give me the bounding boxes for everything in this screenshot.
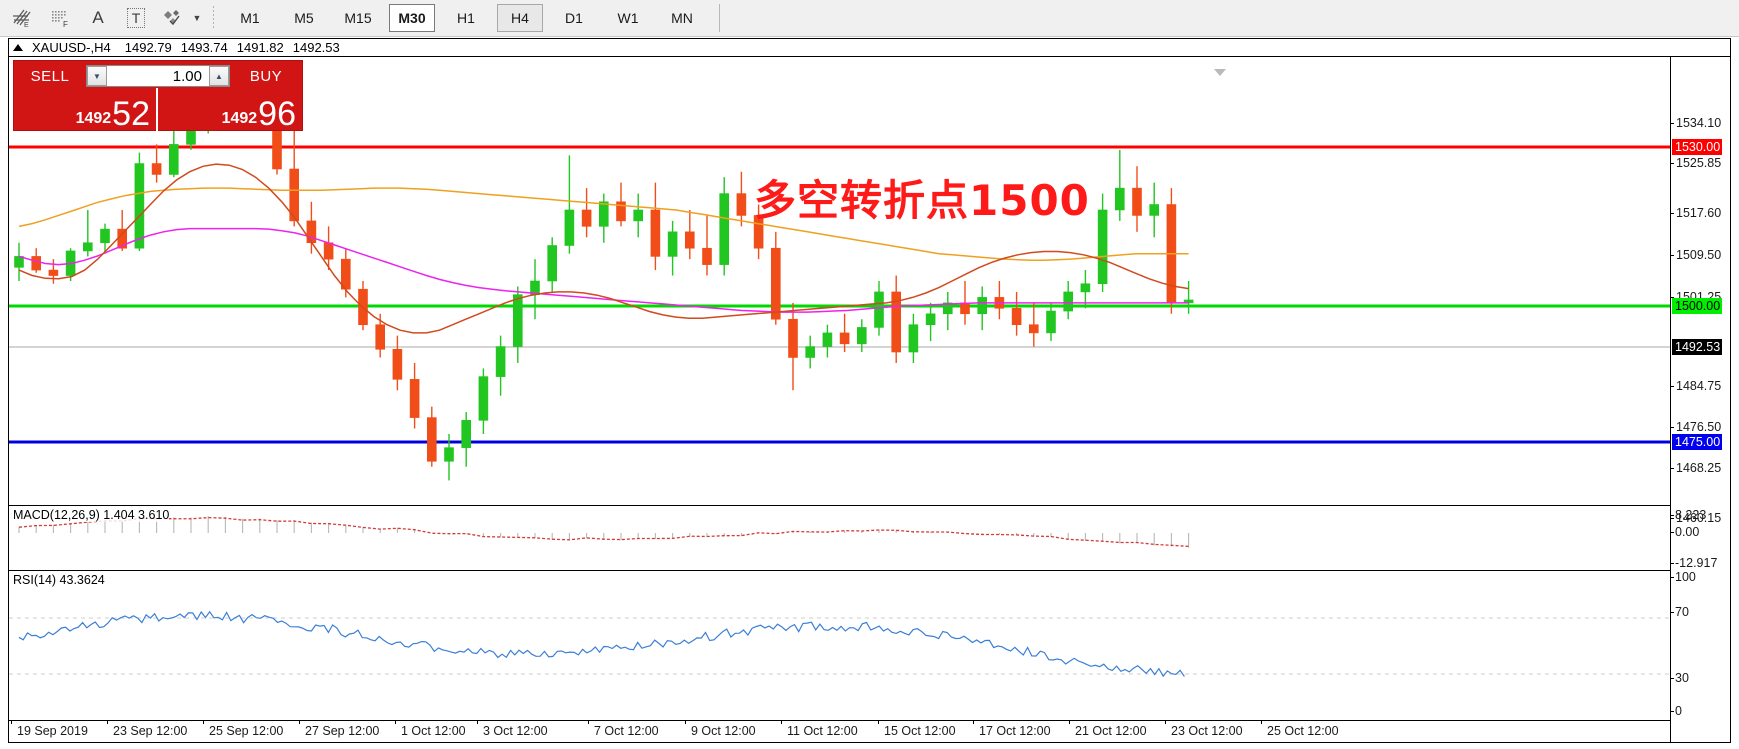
buy-price-pips: 96: [258, 94, 296, 133]
ma-line-MA-orange: [18, 187, 1189, 261]
time-tick-label: 19 Sep 2019: [11, 720, 88, 738]
time-tick-label: 23 Sep 12:00: [106, 720, 188, 738]
macd-axis-label: -12.917: [1670, 556, 1718, 570]
sell-price-pips: 52: [112, 94, 150, 133]
objects-icon[interactable]: [158, 3, 190, 33]
rsi-pane[interactable]: RSI(14) 43.3624: [9, 571, 1670, 720]
rsi-axis-label: 0: [1671, 704, 1682, 718]
sell-price-integer: 1492: [75, 110, 112, 127]
symbol-name: XAUUSD-,H4: [32, 40, 111, 55]
price-badge-resistance[interactable]: 1530.00: [1672, 139, 1723, 155]
ma-line-MA-magenta: [18, 227, 1189, 313]
price-tick-label: 1484.75: [1671, 379, 1721, 393]
volume-stepper[interactable]: ▼ 1.00 ▲: [86, 65, 230, 87]
symbol-info-bar: XAUUSD-,H4 1492.79 1493.74 1491.82 1492.…: [9, 39, 1730, 57]
text-box-icon[interactable]: T: [120, 3, 152, 33]
timeframe-w1[interactable]: W1: [617, 10, 639, 26]
buy-price-integer: 1492: [221, 110, 258, 127]
candlestick-svg: [9, 84, 1670, 481]
price-tick-label: 1468.25: [1671, 461, 1721, 475]
time-tick-label: 3 Oct 12:00: [477, 720, 548, 738]
time-axis[interactable]: 19 Sep 2019 23 Sep 12:00 25 Sep 12:00 27 Se…: [9, 720, 1670, 742]
crosshair-grid-icon[interactable]: F: [44, 3, 76, 33]
text-label-icon[interactable]: A: [92, 8, 104, 27]
price-tick-label: 1517.60: [1671, 206, 1721, 220]
trade-controls-row: SELL ▼ 1.00 ▲ BUY: [14, 61, 302, 88]
buy-button[interactable]: BUY: [249, 67, 283, 85]
chart-shift-marker-icon[interactable]: [1214, 69, 1226, 76]
chart-toolbar: E F A: [0, 0, 1739, 37]
macd-svg: [18, 516, 1190, 548]
macd-pane[interactable]: MACD(12,26,9) 1.404 3.610: [9, 505, 1670, 571]
timeframe-m15[interactable]: M15: [344, 10, 372, 26]
toolbar-end-separator: [719, 4, 720, 32]
timeframe-m1[interactable]: M1: [240, 10, 260, 26]
svg-text:F: F: [63, 20, 68, 29]
price-tick-label: 1534.10: [1671, 116, 1721, 130]
volume-increment-button[interactable]: ▲: [209, 66, 229, 86]
timeframe-d1[interactable]: D1: [565, 10, 583, 26]
macd-axis-label: 8.223: [1670, 508, 1707, 522]
rsi-title: RSI(14) 43.3624: [13, 573, 105, 587]
collapse-triangle-icon[interactable]: [13, 44, 23, 51]
sell-price[interactable]: 1492 52: [14, 88, 158, 131]
time-tick-label: 25 Oct 12:00: [1261, 720, 1339, 738]
indicators-icon[interactable]: E: [6, 3, 38, 33]
toolbar-separator: [213, 6, 214, 30]
rsi-axis-label: 100: [1671, 570, 1696, 584]
price-tick-label: 1460.15: [1671, 511, 1721, 525]
time-tick-label: 15 Oct 12:00: [878, 720, 956, 738]
sell-button[interactable]: SELL: [30, 67, 70, 85]
ohlc-high: 1493.74: [180, 40, 228, 55]
price-badge-pivot[interactable]: 1500.00: [1672, 298, 1723, 314]
rsi-axis-label: 30: [1671, 671, 1689, 685]
macd-axis-label: 0.00: [1670, 525, 1700, 539]
price-tick-label: 1476.50: [1671, 420, 1721, 434]
timeframe-mn[interactable]: MN: [671, 10, 693, 26]
buy-price[interactable]: 1492 96: [158, 88, 302, 131]
objects-dropdown-arrow-icon[interactable]: ▼: [192, 13, 202, 23]
time-tick-label: 23 Oct 12:00: [1165, 720, 1243, 738]
time-tick-label: 11 Oct 12:00: [781, 720, 858, 738]
chart-annotation-text: 多空转折点1500: [754, 176, 1090, 225]
one-click-trading-panel[interactable]: SELL ▼ 1.00 ▲ BUY 1492 52 1492 96: [13, 60, 303, 131]
chart-window: XAUUSD-,H4 1492.79 1493.74 1491.82 1492.…: [8, 38, 1731, 743]
svg-text:E: E: [24, 22, 29, 29]
time-tick-label: 21 Oct 12:00: [1069, 720, 1147, 738]
time-tick-label: 27 Sep 12:00: [298, 720, 380, 738]
volume-decrement-button[interactable]: ▼: [87, 66, 107, 86]
ma-line-MA-red: [18, 163, 1189, 334]
ohlc-low: 1491.82: [236, 40, 284, 55]
time-tick-label: 17 Oct 12:00: [973, 720, 1051, 738]
rsi-axis-label: 70: [1671, 605, 1689, 619]
timeframe-m5[interactable]: M5: [294, 10, 314, 26]
rsi-svg: [9, 610, 1670, 678]
price-tick-label: 1525.85: [1671, 156, 1721, 170]
timeframe-h1[interactable]: H1: [457, 10, 475, 26]
time-tick-label: 1 Oct 12:00: [395, 720, 466, 738]
macd-title: MACD(12,26,9) 1.404 3.610: [13, 508, 170, 522]
price-plot-area[interactable]: 多空转折点1500: [9, 57, 1670, 505]
time-tick-label: 25 Sep 12:00: [202, 720, 284, 738]
time-tick-label: 9 Oct 12:00: [685, 720, 756, 738]
timeframe-m30[interactable]: M30: [389, 4, 435, 32]
price-badge-support[interactable]: 1475.00: [1672, 434, 1723, 450]
trade-prices-row: 1492 52 1492 96: [14, 88, 302, 131]
ohlc-close: 1492.53: [292, 40, 340, 55]
price-axis[interactable]: 8.223 0.00 -12.917 100 70 30 0 1534.10 1525.85 15…: [1670, 57, 1730, 742]
rsi-line: [18, 610, 1185, 678]
timeframe-h4[interactable]: H4: [497, 4, 543, 32]
ohlc-open: 1492.79: [124, 40, 172, 55]
macd-signal-line: [18, 516, 1189, 548]
volume-input[interactable]: 1.00: [172, 67, 202, 85]
time-tick-label: 7 Oct 12:00: [588, 720, 659, 738]
price-tick-label: 1509.50: [1671, 248, 1721, 262]
price-badge-last-price[interactable]: 1492.53: [1672, 339, 1723, 355]
